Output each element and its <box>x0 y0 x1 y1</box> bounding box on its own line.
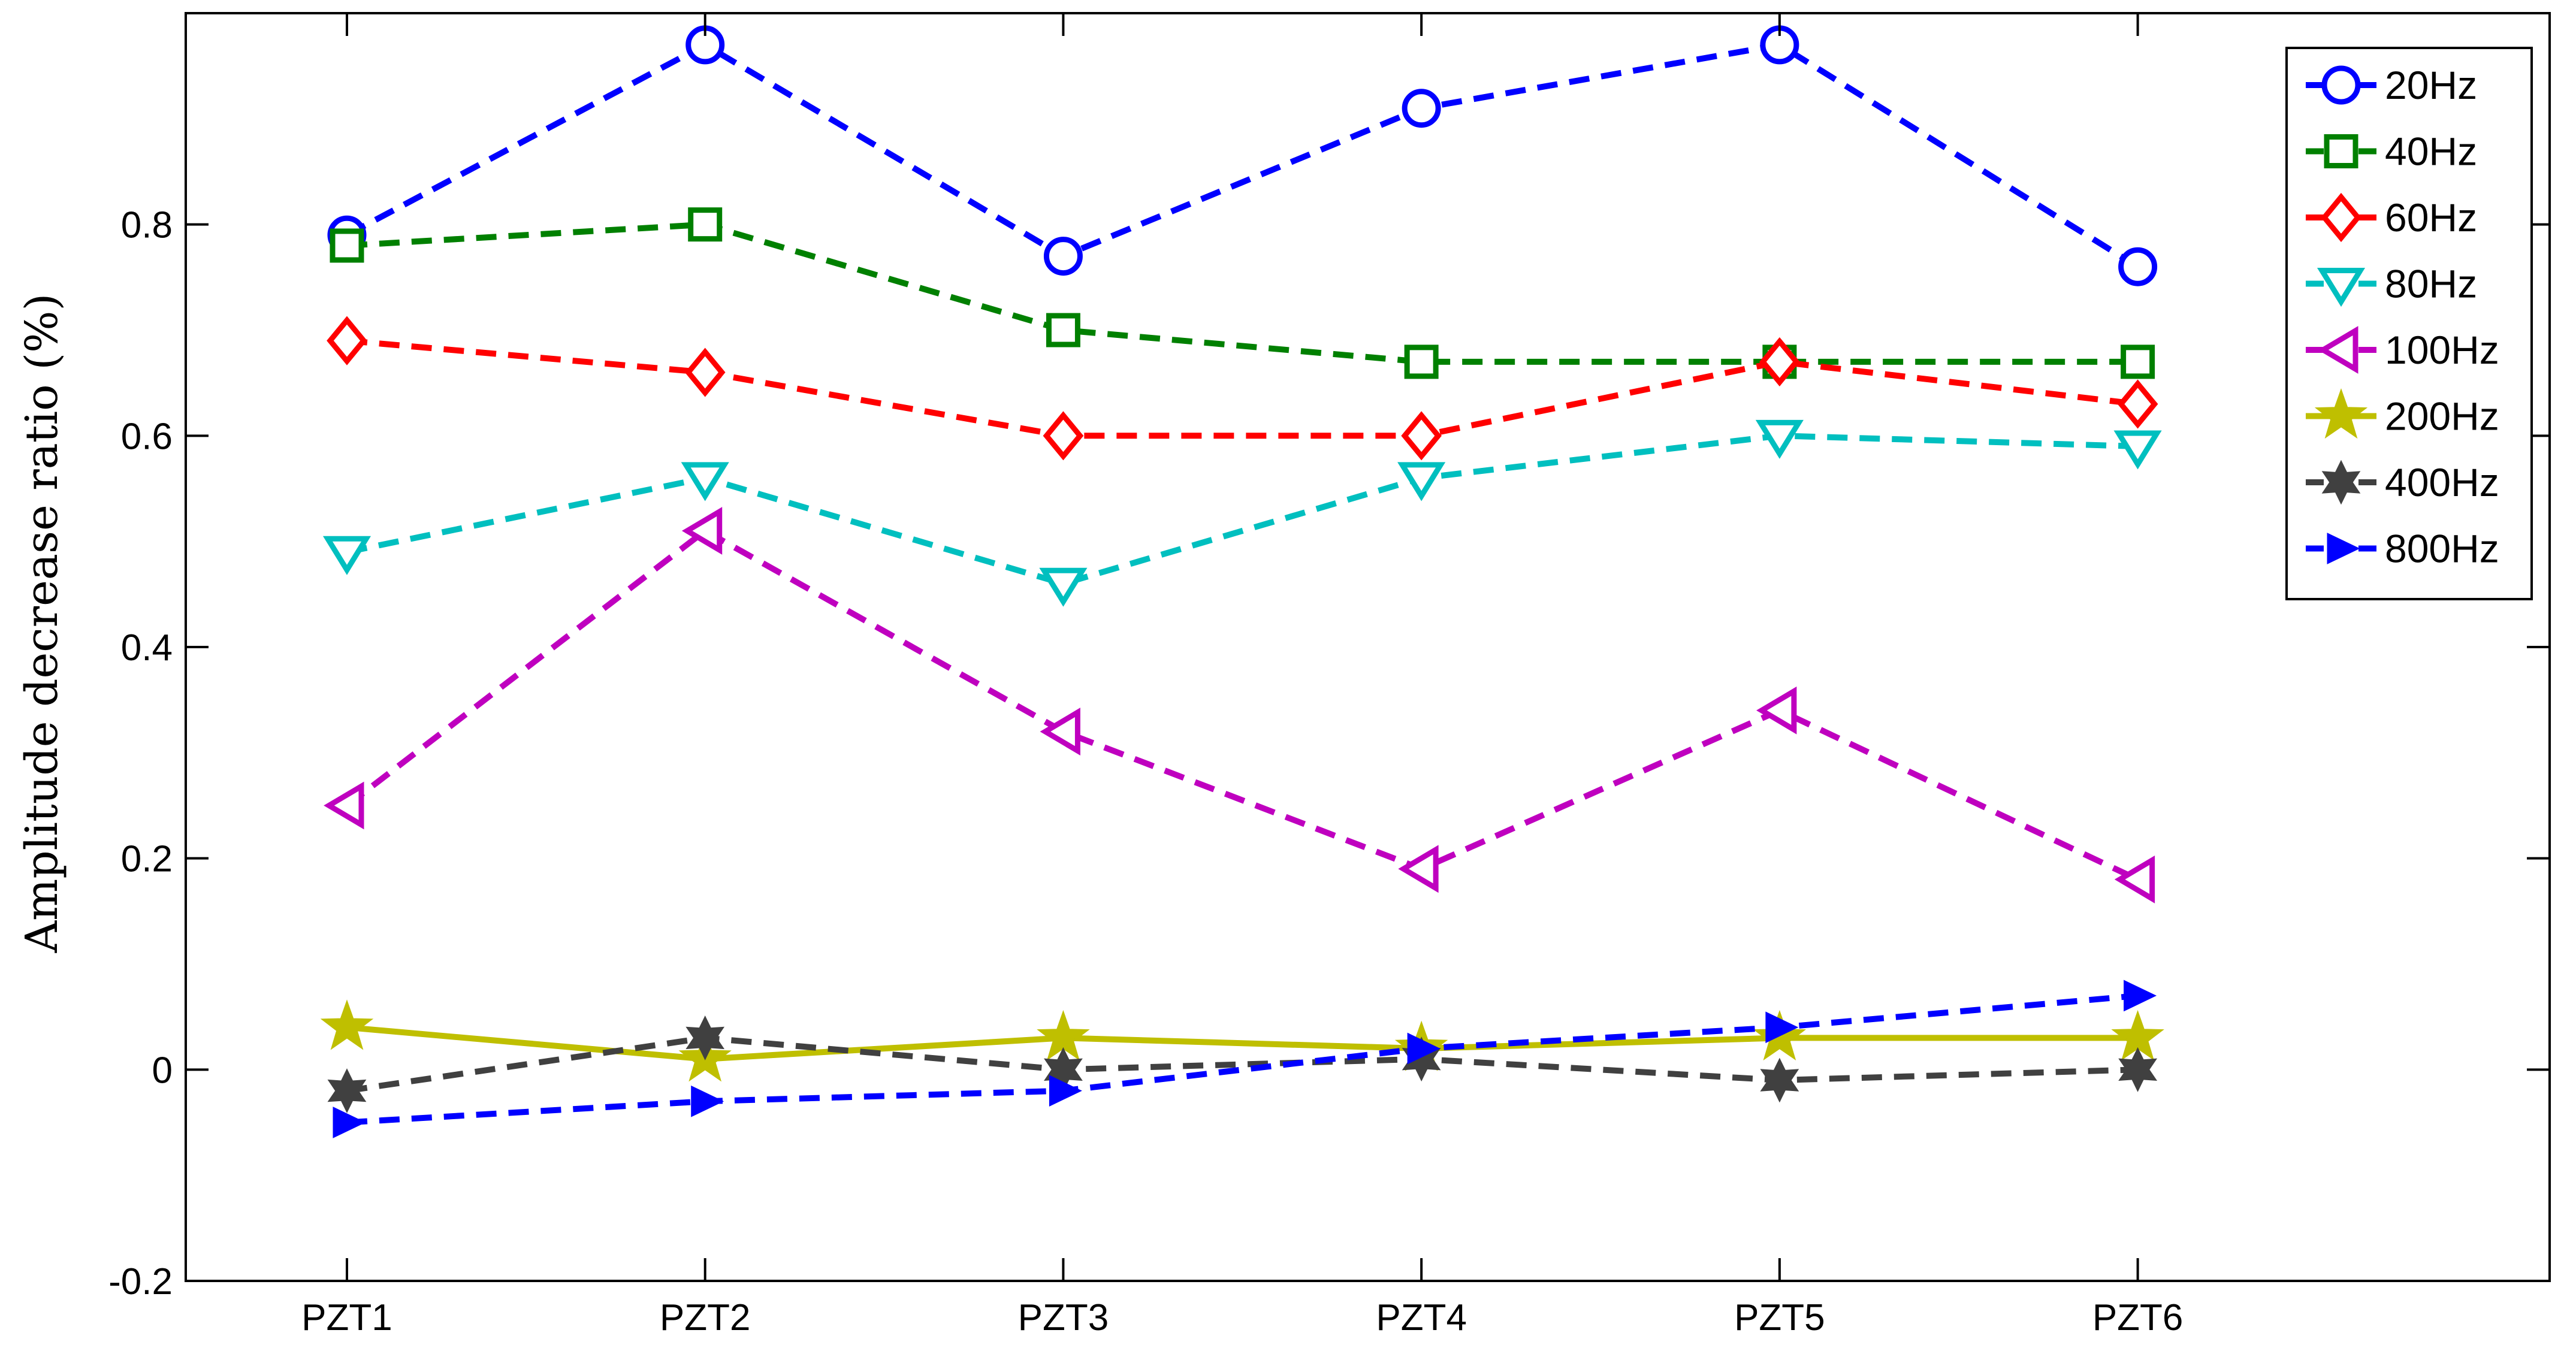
series-800Hz <box>333 980 2157 1138</box>
data-point <box>322 536 372 575</box>
legend-entry: 20Hz <box>2306 63 2477 107</box>
y-tick-label: 0.8 <box>121 205 173 246</box>
data-point <box>2118 1047 2158 1092</box>
data-point <box>688 207 723 242</box>
series-layer <box>320 25 2164 1138</box>
data-point <box>1039 567 1088 607</box>
data-point <box>1765 1011 1799 1044</box>
legend-marker <box>2314 388 2368 439</box>
data-point <box>327 1068 367 1114</box>
data-point <box>1759 337 1800 386</box>
data-point <box>685 1015 725 1060</box>
data-point <box>1755 419 1804 459</box>
x-tick-label: PZT1 <box>301 1297 392 1338</box>
plot-area-frame <box>185 12 2551 1282</box>
legend-label: 60Hz <box>2385 195 2477 240</box>
series-100Hz <box>324 507 2155 903</box>
legend-label: 400Hz <box>2385 460 2499 504</box>
data-point <box>1040 708 1080 755</box>
data-point <box>1049 1075 1082 1107</box>
data-point <box>1756 686 1797 735</box>
data-point <box>1046 313 1080 347</box>
legend-marker <box>2318 326 2358 374</box>
series-line <box>346 337 2139 439</box>
legend-entry: 80Hz <box>2306 262 2477 307</box>
data-point <box>330 228 364 263</box>
data-point <box>691 1085 724 1117</box>
series-line <box>346 433 2138 587</box>
legend: 20Hz 40Hz 60Hz 80Hz 100Hz 200Hz 400Hz 800Hz <box>2285 47 2533 600</box>
data-point <box>1398 845 1439 893</box>
data-point <box>333 1107 366 1138</box>
legend-marker <box>2317 268 2366 307</box>
legend-entry: 100Hz <box>2306 326 2499 374</box>
series-line <box>346 1024 2138 1062</box>
data-point <box>681 507 723 555</box>
data-point <box>1397 462 1446 501</box>
legend-marker <box>2327 533 2360 564</box>
data-point <box>2113 430 2162 470</box>
x-tick-label: PZT6 <box>2092 1297 2184 1338</box>
series-400Hz <box>327 1015 2158 1114</box>
series-line <box>346 1035 2138 1094</box>
legend-marker <box>2324 134 2358 168</box>
legend-entry: 800Hz <box>2306 527 2499 571</box>
data-point <box>684 347 726 397</box>
legend-label: 80Hz <box>2385 262 2477 306</box>
x-tick-label: PZT3 <box>1018 1297 1109 1338</box>
data-point <box>1043 411 1084 461</box>
series-line <box>346 221 2138 365</box>
data-point <box>2121 344 2155 379</box>
data-point <box>327 316 367 365</box>
legend-label: 20Hz <box>2385 63 2477 107</box>
data-point <box>324 781 364 830</box>
data-point <box>1404 344 1439 379</box>
series-line <box>346 992 2139 1126</box>
series-80Hz <box>322 419 2162 607</box>
y-tick-label: -0.2 <box>108 1261 173 1302</box>
legend-entry: 60Hz <box>2306 192 2477 243</box>
x-tick-label: PZT5 <box>1734 1297 1825 1338</box>
series-line <box>345 41 2140 270</box>
y-tick-label: 0.6 <box>121 416 173 457</box>
data-point <box>1407 1032 1440 1065</box>
y-tick-label: 0 <box>152 1050 173 1091</box>
data-point <box>2124 980 2157 1012</box>
data-point <box>1402 89 1441 128</box>
data-point <box>1760 1057 1799 1103</box>
legend-entry: 200Hz <box>2306 388 2499 439</box>
y-tick-label: 0.2 <box>121 839 173 880</box>
series-20Hz <box>327 25 2158 286</box>
data-point <box>2117 379 2158 429</box>
data-point <box>2114 856 2155 903</box>
data-point <box>2118 247 2158 286</box>
data-point <box>1043 237 1083 276</box>
y-tick-label: 0.4 <box>121 627 173 669</box>
y-axis-title: Amplitude decrease ratio (%) <box>16 294 68 954</box>
data-point <box>681 462 729 501</box>
x-tick-label: PZT2 <box>660 1297 751 1338</box>
series-line <box>345 528 2139 882</box>
legend-marker <box>2321 192 2361 243</box>
legend-marker <box>2321 460 2361 505</box>
legend-label: 100Hz <box>2385 328 2499 372</box>
data-point <box>320 999 374 1050</box>
legend-label: 800Hz <box>2385 527 2499 571</box>
x-tick-label: PZT4 <box>1376 1297 1467 1338</box>
legend-label: 40Hz <box>2385 129 2477 174</box>
legend-label: 200Hz <box>2385 394 2499 439</box>
data-point <box>1401 411 1442 461</box>
legend-marker <box>2321 65 2361 105</box>
legend-entry: 400Hz <box>2306 460 2499 505</box>
series-60Hz <box>327 316 2158 461</box>
legend-entry: 40Hz <box>2306 129 2477 174</box>
